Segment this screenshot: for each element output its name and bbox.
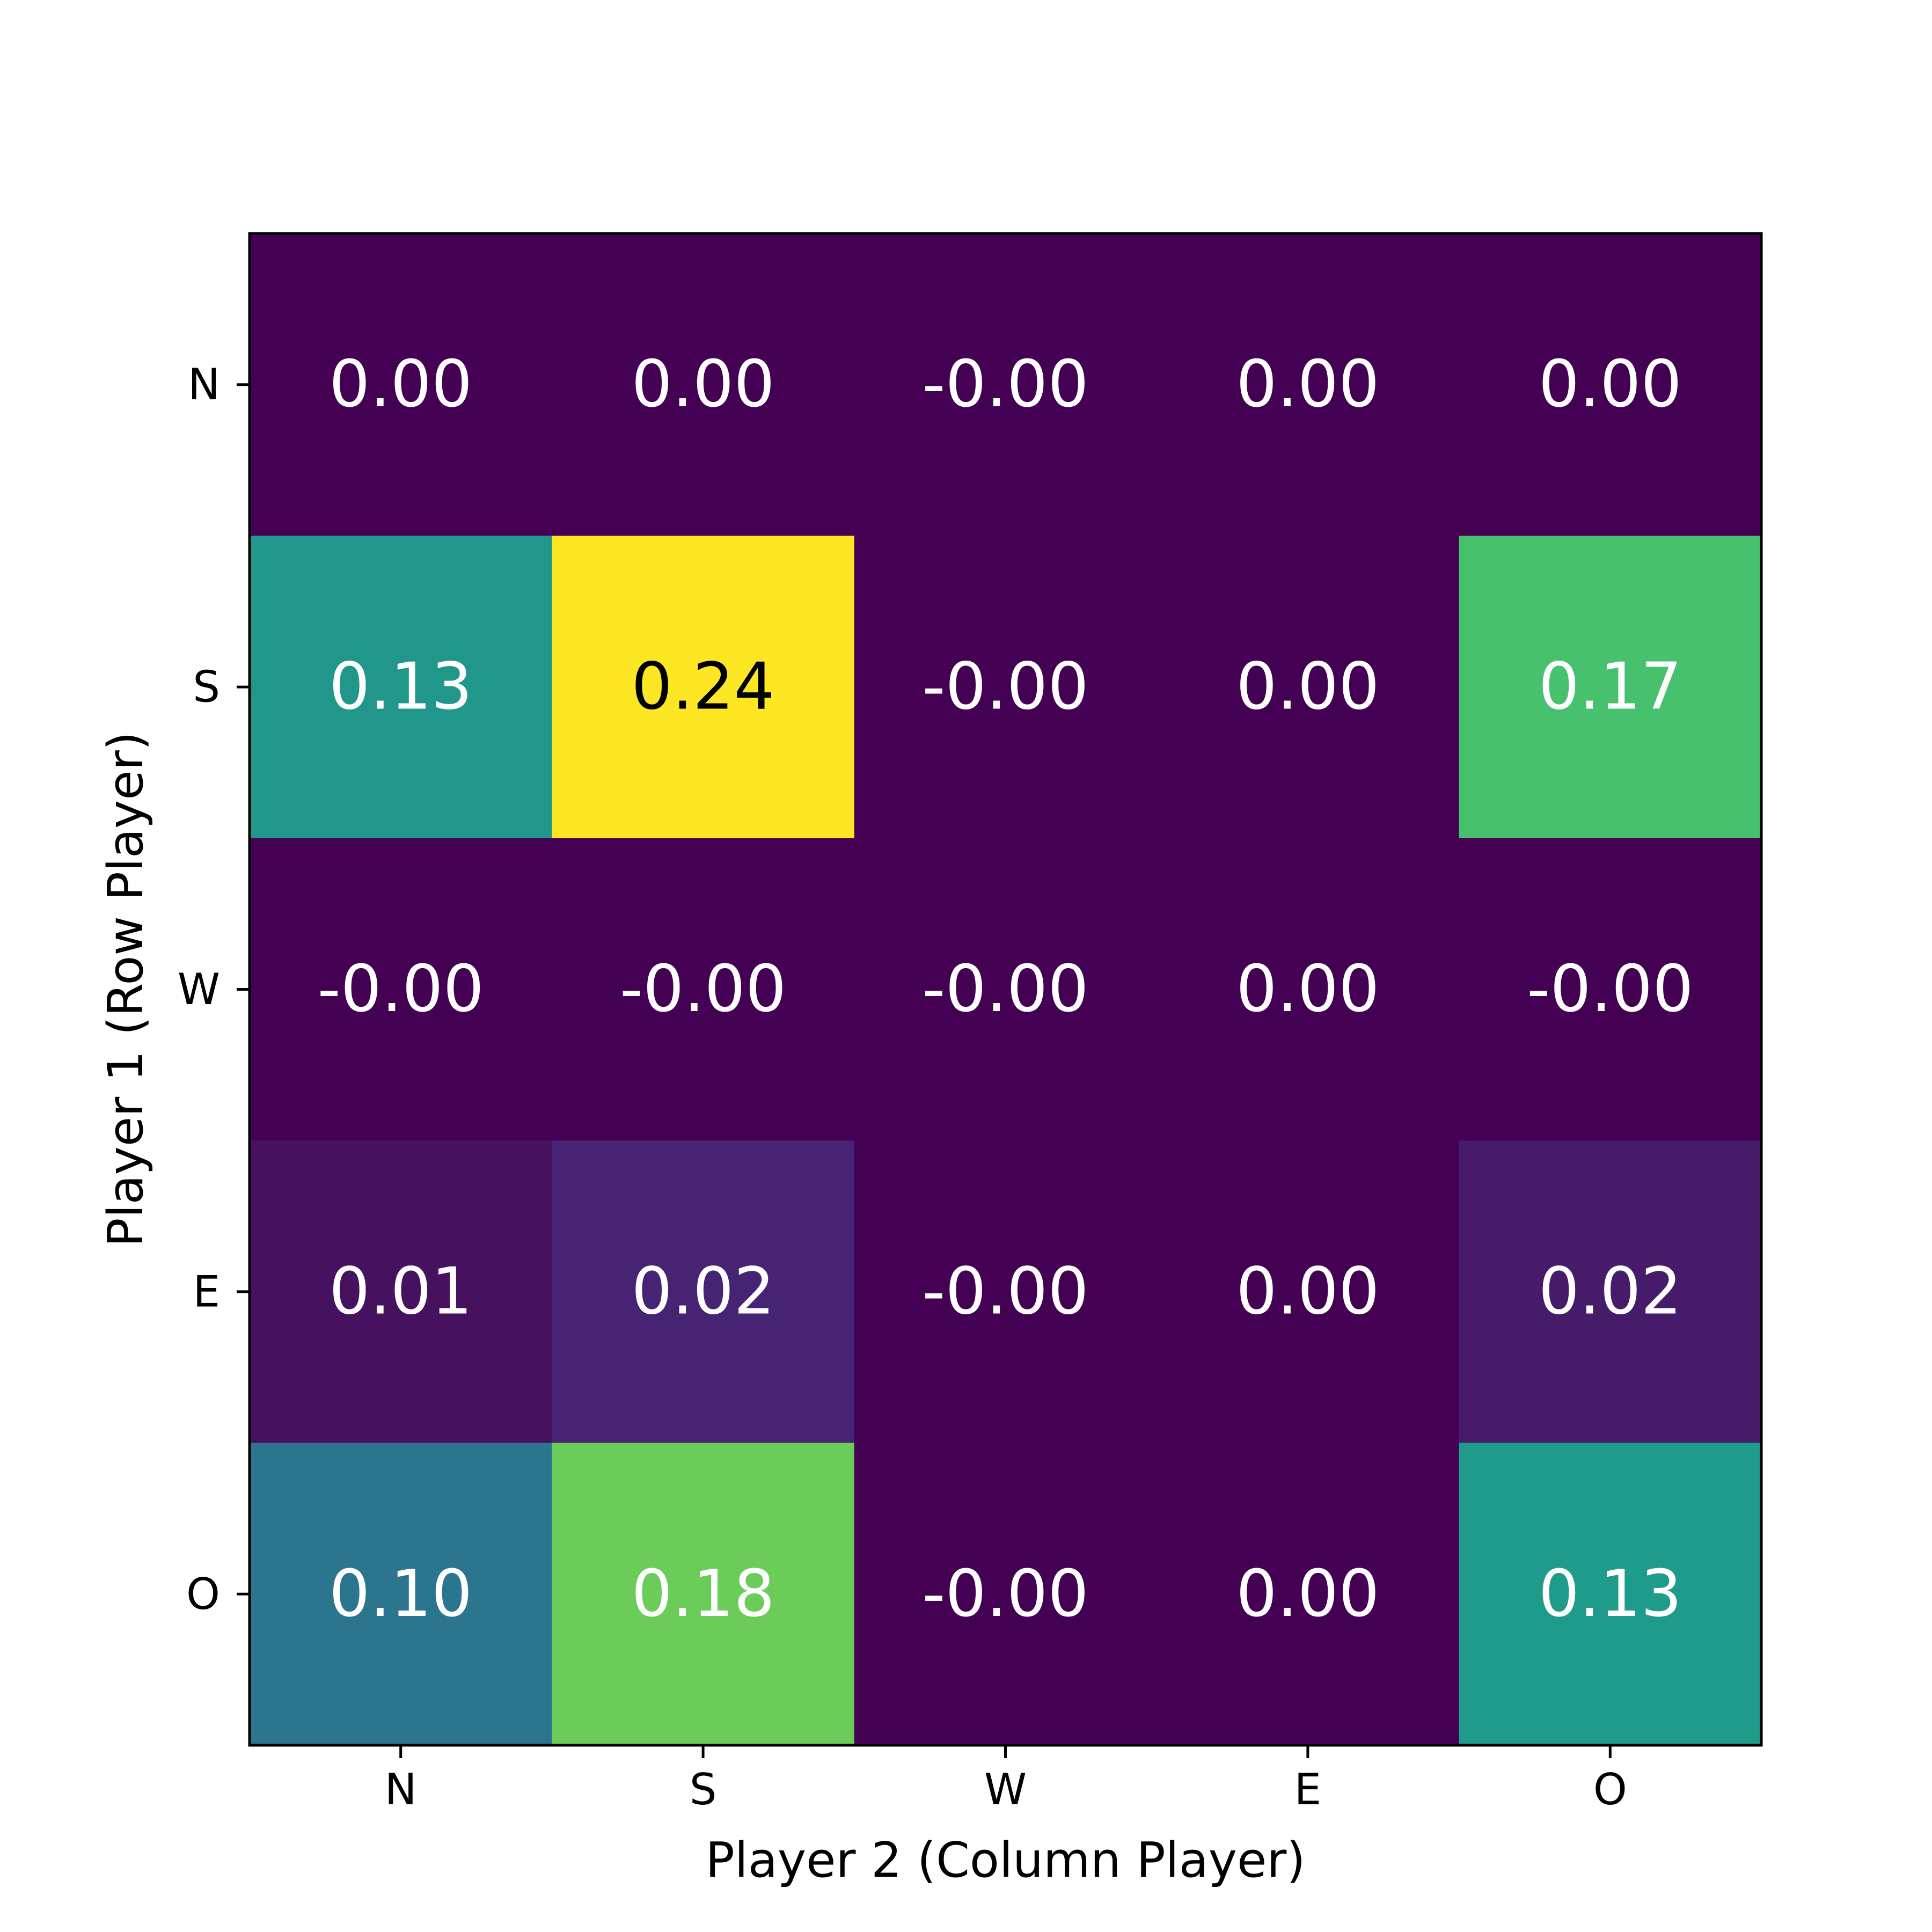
cell-value-label: -0.00 bbox=[922, 1254, 1089, 1329]
heatmap-cell-E-W bbox=[854, 1140, 1157, 1444]
y-tick-label: W bbox=[178, 964, 220, 1014]
heatmap-cell-S-E bbox=[1157, 536, 1460, 839]
cell-value-label: -0.00 bbox=[922, 952, 1089, 1027]
plot-frame bbox=[248, 232, 1763, 1747]
heatmap-cell-S-S bbox=[552, 536, 855, 839]
y-tick-label: N bbox=[188, 360, 220, 409]
heatmap-cell-O-O bbox=[1459, 1443, 1762, 1746]
heatmap-cell-W-E bbox=[1157, 838, 1460, 1141]
heatmap-cell-S-O bbox=[1459, 536, 1762, 839]
cell-value-label: 0.24 bbox=[632, 650, 775, 724]
heatmap-cell-E-E bbox=[1157, 1140, 1460, 1444]
cell-value-label: 0.18 bbox=[632, 1557, 775, 1631]
cell-value-label: 0.13 bbox=[1539, 1557, 1682, 1631]
y-tick-label: E bbox=[193, 1267, 220, 1316]
heatmap-cell-N-N bbox=[250, 233, 552, 536]
heatmap-cell-E-S bbox=[552, 1140, 855, 1444]
heatmap-cell-E-O bbox=[1459, 1140, 1762, 1444]
x-tick-label: S bbox=[690, 1765, 717, 1814]
cell-value-label: 0.13 bbox=[329, 650, 472, 724]
cell-value-label: 0.00 bbox=[1236, 347, 1379, 422]
heatmap-cell-N-O bbox=[1459, 233, 1762, 536]
heatmap-cell-labels: 0.00 0.00 -0.00 0.00 0.00 0.13 0.24 -0.00 0.00 0.… bbox=[317, 347, 1693, 1631]
heatmap-cell-O-N bbox=[250, 1443, 552, 1746]
heatmap-cell-S-W bbox=[854, 536, 1157, 839]
cell-value-label: 0.00 bbox=[1236, 650, 1379, 724]
y-axis-label: Player 1 (Row Player) bbox=[98, 731, 154, 1247]
cell-value-label: 0.10 bbox=[329, 1557, 472, 1631]
y-axis-ticks: N S W E O bbox=[178, 360, 250, 1619]
cell-value-label: -0.00 bbox=[620, 952, 787, 1027]
heatmap-cell-W-S bbox=[552, 838, 855, 1141]
cell-value-label: 0.01 bbox=[329, 1254, 472, 1329]
cell-value-label: 0.17 bbox=[1539, 650, 1682, 724]
cell-value-label: 0.00 bbox=[329, 347, 472, 422]
heatmap-cell-S-N bbox=[250, 536, 552, 839]
heatmap-cell-O-W bbox=[854, 1443, 1157, 1746]
x-tick-label: O bbox=[1593, 1765, 1627, 1814]
x-tick-label: W bbox=[984, 1765, 1027, 1814]
x-tick-label: E bbox=[1294, 1765, 1322, 1814]
y-tick-label: O bbox=[186, 1569, 220, 1619]
x-axis-label: Player 2 (Column Player) bbox=[705, 1832, 1305, 1889]
heatmap-cell-O-E bbox=[1157, 1443, 1460, 1746]
heatmap-cell-E-N bbox=[250, 1140, 552, 1444]
heatmap-cell-W-N bbox=[250, 838, 552, 1141]
cell-value-label: 0.00 bbox=[1539, 347, 1682, 422]
heatmap-cell-O-S bbox=[552, 1443, 855, 1746]
cell-value-label: -0.00 bbox=[317, 952, 484, 1027]
cell-value-label: -0.00 bbox=[922, 650, 1089, 724]
heatmap-cells bbox=[250, 233, 1762, 1746]
heatmap-cell-N-W bbox=[854, 233, 1157, 536]
cell-value-label: 0.00 bbox=[632, 347, 775, 422]
heatmap-cell-W-O bbox=[1459, 838, 1762, 1141]
cell-value-label: 0.02 bbox=[1539, 1254, 1682, 1329]
x-tick-label: N bbox=[385, 1765, 417, 1814]
cell-value-label: -0.00 bbox=[922, 347, 1089, 422]
cell-value-label: 0.00 bbox=[1236, 1254, 1379, 1329]
y-tick-label: S bbox=[193, 662, 220, 712]
heatmap-cell-W-W bbox=[854, 838, 1157, 1141]
cell-value-label: 0.02 bbox=[632, 1254, 775, 1329]
heatmap-cell-N-S bbox=[552, 233, 855, 536]
cell-value-label: 0.00 bbox=[1236, 1557, 1379, 1631]
heatmap-cell-N-E bbox=[1157, 233, 1460, 536]
cell-value-label: -0.00 bbox=[1527, 952, 1694, 1027]
cell-value-label: -0.00 bbox=[922, 1557, 1089, 1631]
cell-value-label: 0.00 bbox=[1236, 952, 1379, 1027]
